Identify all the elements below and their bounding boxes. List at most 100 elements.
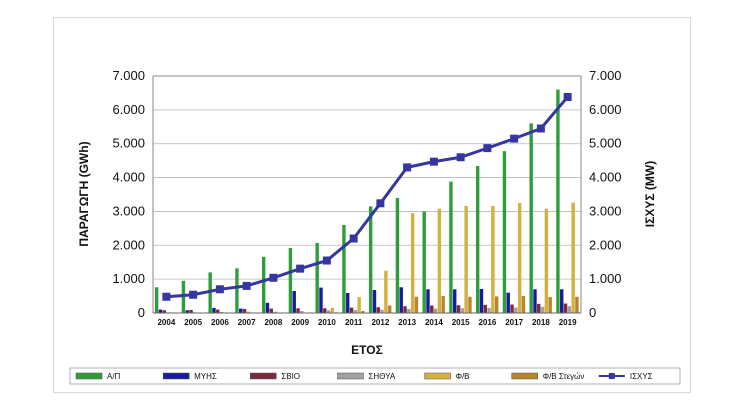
y2-tick-label: 2.000 [589,237,622,252]
y2-tick-label: 3.000 [589,203,622,218]
bar-ΣΗΘΥΑ [353,309,358,313]
bar-ΣΒΙΟ [242,308,247,313]
bar-Α/Π [502,151,507,313]
bar-ΜΥΗΣ [158,309,163,313]
bar-Φ/Β Στεγών [575,296,579,313]
bar-Φ/Β Στεγών [521,296,526,313]
bar-Φ/Β Στεγών [441,296,445,313]
bar-ΣΗΘΥΑ [273,311,277,313]
x-tick-label: 2015 [452,318,470,327]
axes [152,75,582,314]
power-point [429,157,438,166]
bar-ΜΥΗΣ [372,289,377,313]
legend-swatch [511,372,538,380]
y2-tick-label: 5.000 [589,136,622,151]
x-tick-label: 2005 [184,318,202,327]
y-tick-label: 5.000 [112,136,145,151]
energy-production-chart: 0 1.000 2.000 3.000 4.000 5.000 6.000 7.000 0 1.… [69,68,681,385]
y2-tick-label: 6.000 [589,102,622,117]
power-point [376,199,385,208]
legend-marker [608,373,615,379]
y-axis-label: ΠΑΡΑΓΩΓΗ (GWh) [77,141,91,246]
bar-Φ/Β [357,297,361,313]
power-point [403,163,412,172]
x-tick-label: 2019 [559,318,577,327]
bar-ΣΗΘΥΑ [433,308,438,313]
bar-ΜΥΗΣ [319,287,323,313]
power-point [536,124,545,133]
legend-swatch [424,372,451,380]
power-point [483,144,492,153]
bar-ΣΗΘΥΑ [460,308,465,313]
power-point [162,292,171,301]
legend-swatch [250,372,277,380]
bar-Α/Π [449,181,453,313]
power-point [242,281,251,290]
legend-label: Α/Π [107,372,121,381]
x-tick-label: 2004 [157,318,175,327]
x-tick-label: 2006 [211,318,229,327]
legend-box [69,367,681,385]
power-line-series [162,92,572,301]
bar-ΜΥΗΣ [265,302,270,313]
bar-ΣΗΘΥΑ [300,310,304,313]
x-axis-label: ΕΤΟΣ [351,343,383,357]
bar-Φ/Β Στεγών [468,296,472,313]
y-tick-label: 3.000 [112,203,145,218]
gridlines [153,109,581,280]
bar-ΣΗΘΥΑ [567,306,572,313]
x-tick-label: 2010 [318,318,336,327]
bar-Α/Π [261,256,266,313]
y2-tick-label: 7.000 [589,68,622,83]
x-tick-label: 2016 [478,318,496,327]
bar-Α/Π [154,287,159,313]
power-line [166,96,569,299]
x-tick-label: 2011 [345,318,363,327]
bar-Α/Π [315,242,319,313]
bar-Φ/Β [384,270,388,313]
bar-ΜΥΗΣ [479,288,484,313]
bar-ΜΥΗΣ [453,289,457,313]
bar-ΣΒΙΟ [563,303,568,313]
bar-Φ/Β [491,206,495,313]
power-point [322,256,331,265]
bar-Α/Π [529,123,533,314]
bar-ΣΒΙΟ [323,308,327,313]
x-tick-label: 2007 [238,318,256,327]
y-tick-label: 1.000 [112,271,145,286]
bar-ΣΒΙΟ [483,304,487,313]
y2-tick-label: 1.000 [589,271,622,286]
bar-Φ/Β [437,208,442,313]
bar-ΣΒΙΟ [510,304,514,313]
bar-ΣΗΘΥΑ [540,306,545,313]
bar-Φ/Β [410,213,415,313]
bar-ΜΥΗΣ [399,287,403,313]
bar-ΣΗΘΥΑ [326,310,331,313]
bar-ΜΥΗΣ [292,290,296,313]
power-point [563,92,572,101]
bar-Α/Π [235,268,239,313]
bar-Α/Π [422,211,426,313]
bar-Α/Π [395,197,400,313]
bar-Α/Π [475,166,480,313]
x-ticks: 2004 2005 2006 2007 2008 2009 2010 2011 2012 2013… [157,318,577,327]
power-point [215,285,224,294]
y2-axis-label: ΙΣΧΥΣ (MW) [643,161,657,227]
bar-ΣΒΙΟ [376,307,380,313]
bar-Φ/Β Στεγών [548,297,552,313]
y2-tick-label: 0 [589,305,596,320]
legend-label: Φ/Β [456,372,470,381]
bar-Φ/Β Στεγών [361,310,365,313]
bar-ΣΗΘΥΑ [246,311,251,313]
bar-ΣΒΙΟ [537,303,541,313]
bar-ΣΒΙΟ [269,308,273,313]
bar-ΣΗΘΥΑ [380,309,384,313]
bar-Φ/Β Στεγών [387,305,392,313]
power-point [510,134,519,143]
x-tick-label: 2017 [505,318,523,327]
bar-ΣΗΘΥΑ [407,308,411,313]
bar-ΣΒΙΟ [296,308,300,313]
y-tick-label: 6.000 [112,102,145,117]
x-tick-label: 2014 [425,318,443,327]
y-tick-label: 2.000 [112,237,145,252]
